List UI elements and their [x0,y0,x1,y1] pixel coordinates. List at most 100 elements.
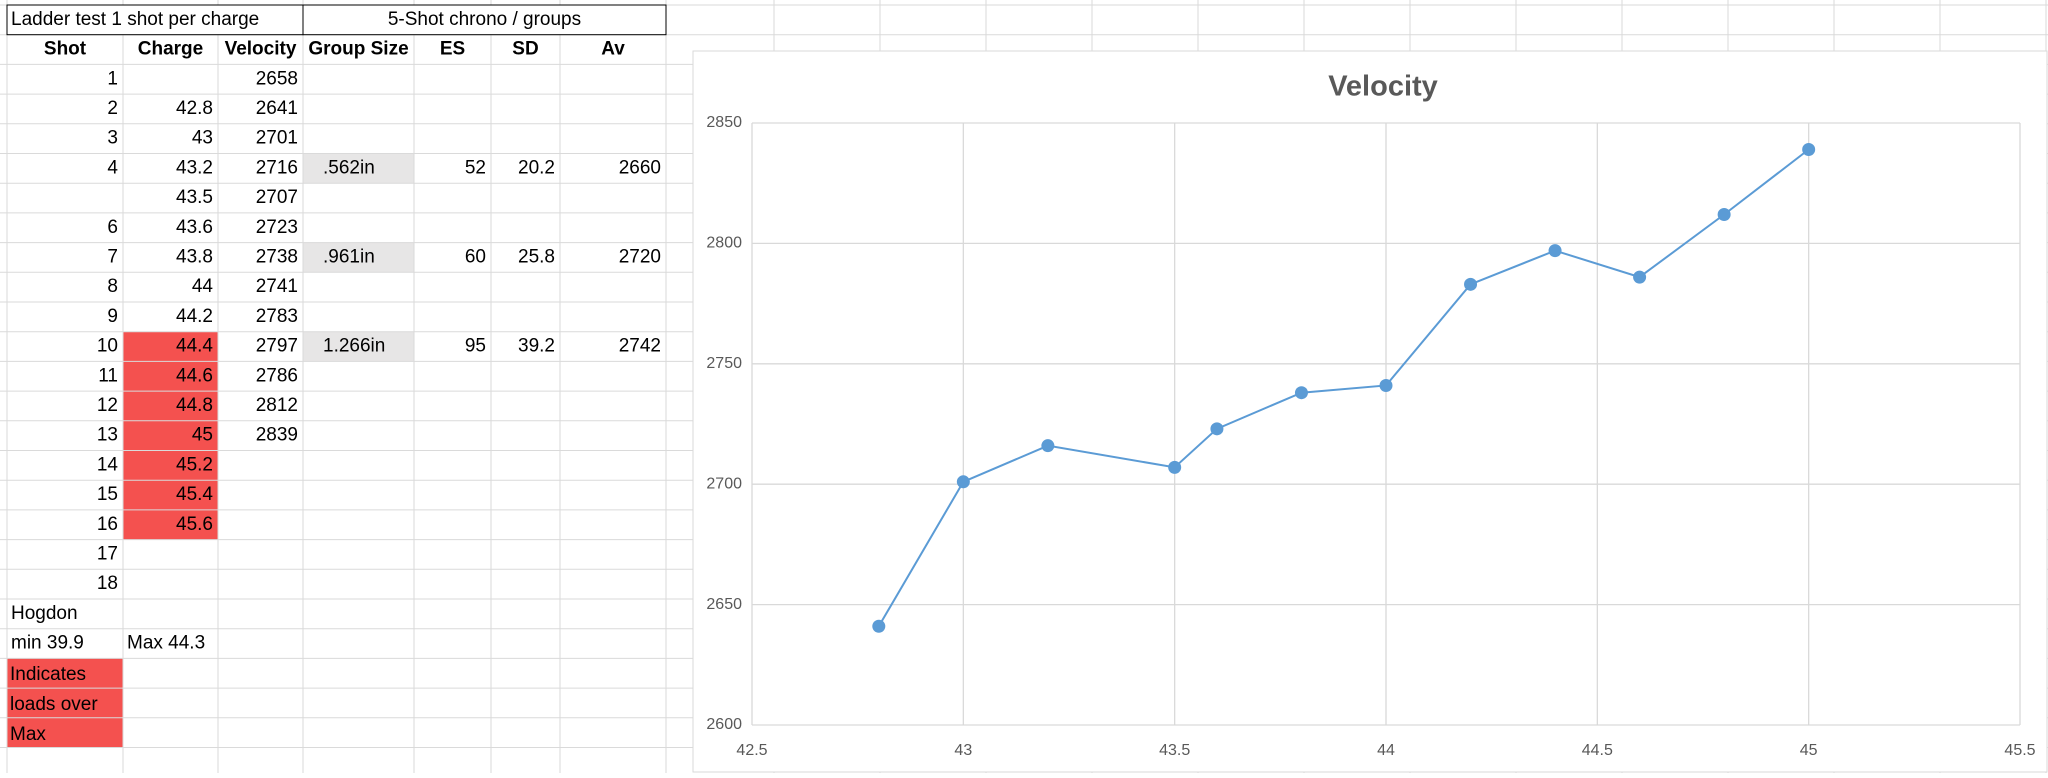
cell-text: 95 [465,336,486,357]
cell-text: 2660 [619,157,661,178]
cell-text: 12 [97,395,118,416]
highlight-cell [123,361,218,392]
cell-text: 13 [97,425,118,446]
data-point [872,619,886,633]
cell-text: 45.4 [176,484,213,505]
cell-text: 2658 [256,68,298,89]
cell-text: 1 [107,68,118,89]
cell-text: 20.2 [518,157,555,178]
data-point [1802,142,1816,156]
cell-text: 2812 [256,395,298,416]
cell-text: 16 [97,514,118,535]
cell-text: 17 [97,543,118,564]
cell-text: 10 [97,336,118,357]
note-text: Indicates loads over Max [10,664,98,745]
cell-text: 43.2 [176,157,213,178]
cell-text: 45.6 [176,514,213,535]
cell-text: Hogdon [11,603,78,624]
cell-text: 2797 [256,336,298,357]
cell-text: 2738 [256,246,298,267]
data-point [956,475,970,489]
cell-text: 2701 [256,128,298,149]
sheet-title: Ladder test 1 shot per charge [11,9,259,30]
highlight-cell [7,658,123,748]
data-point [1294,386,1308,400]
cell-text: 2716 [256,157,298,178]
cell-text: 2641 [256,98,298,119]
x-tick-label: 44 [1377,742,1395,759]
column-header: Velocity [225,39,297,60]
shaded-cell [303,242,414,273]
x-tick-label: 45.5 [2004,742,2035,759]
title-box [6,4,304,36]
cell-text: 52 [465,157,486,178]
cell-text: 9 [107,306,118,327]
highlight-cell [123,420,218,451]
chart-title: Velocity [1328,71,1438,103]
cell-text: 18 [97,573,118,594]
x-tick-label: 43.5 [1159,742,1190,759]
cell-text: 8 [107,276,118,297]
column-header: Group Size [308,39,408,60]
data-point [1210,422,1224,436]
cell-text: 44.4 [176,336,213,357]
cell-text: 6 [107,217,118,238]
title-box [302,4,667,36]
cell-text: 2723 [256,217,298,238]
cell-text: 2742 [619,336,661,357]
note-cell: Indicates loads over Max [10,664,98,745]
data-point [1717,208,1731,222]
group-title: 5-Shot chrono / groups [388,9,581,30]
cell-text: 2741 [256,276,298,297]
cell-text: 44.6 [176,365,213,386]
y-tick-label: 2750 [706,355,742,372]
highlight-cell [123,509,218,540]
cell-text: 2783 [256,306,298,327]
cell-text: 4 [107,157,118,178]
cell-text: 45 [192,425,213,446]
x-tick-label: 42.5 [736,742,767,759]
cell-text: 11 [98,365,118,386]
data-point [1168,460,1182,474]
cell-text: 43.8 [176,246,213,267]
data-point [1633,270,1647,284]
cell-text: 44 [192,276,214,297]
chart-area [692,50,2048,773]
highlight-cell [123,450,218,481]
cell-text: .961in [323,246,375,267]
cell-text: Max 44.3 [127,633,205,654]
cell-text: 15 [97,484,118,505]
highlight-cell [123,331,218,362]
data-point [1548,244,1562,258]
cell-text: 7 [107,246,118,267]
column-header: ES [440,39,465,60]
cell-text: .562in [323,157,375,178]
column-header: SD [512,39,538,60]
cell-text: 45.2 [176,454,213,475]
cell-text: 43.6 [176,217,213,238]
cell-text: 2720 [619,246,661,267]
y-tick-label: 2800 [706,235,742,252]
cell-text: 39.2 [518,336,555,357]
y-tick-label: 2650 [706,596,742,613]
cell-text: 3 [107,128,118,149]
cell-text: 1.266in [323,336,385,357]
y-tick-label: 2700 [706,475,742,492]
cell-text: 14 [97,454,119,475]
data-point [1464,277,1478,291]
column-header: Charge [138,39,203,60]
shaded-cell [303,153,414,184]
cell-text: 60 [465,246,486,267]
x-tick-label: 45 [1800,742,1818,759]
column-header: Shot [44,39,87,60]
series-line [877,148,1810,627]
data-point [1041,439,1055,453]
cell-text: 44.8 [176,395,213,416]
cell-text: 43 [192,128,213,149]
cell-text: min 39.9 [11,633,84,654]
cell-text: 42.8 [176,98,213,119]
highlight-cell [123,480,218,510]
column-header: Av [601,39,625,60]
